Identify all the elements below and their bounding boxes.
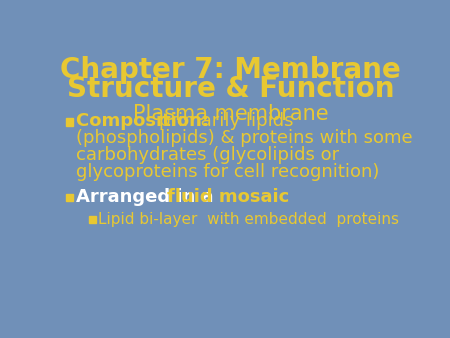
Text: glycoproteins for cell recognition): glycoproteins for cell recognition) — [76, 163, 379, 181]
Bar — [66, 194, 73, 201]
Text: (phospholipids) & proteins with some: (phospholipids) & proteins with some — [76, 129, 412, 147]
Text: Composition:: Composition: — [76, 113, 221, 130]
Text: fluid mosaic: fluid mosaic — [167, 188, 289, 206]
Text: carbohydrates (glycolipids or: carbohydrates (glycolipids or — [76, 146, 339, 164]
Bar — [66, 118, 73, 126]
Text: Lipid bi-layer  with embedded  proteins: Lipid bi-layer with embedded proteins — [98, 212, 399, 227]
Text: Structure & Function: Structure & Function — [67, 75, 394, 103]
Text: primarily lipids: primarily lipids — [159, 113, 294, 130]
Text: Plasma membrane: Plasma membrane — [133, 104, 328, 124]
Bar — [89, 216, 96, 223]
Text: Chapter 7: Membrane: Chapter 7: Membrane — [60, 56, 401, 84]
Text: Arranged in a: Arranged in a — [76, 188, 220, 206]
